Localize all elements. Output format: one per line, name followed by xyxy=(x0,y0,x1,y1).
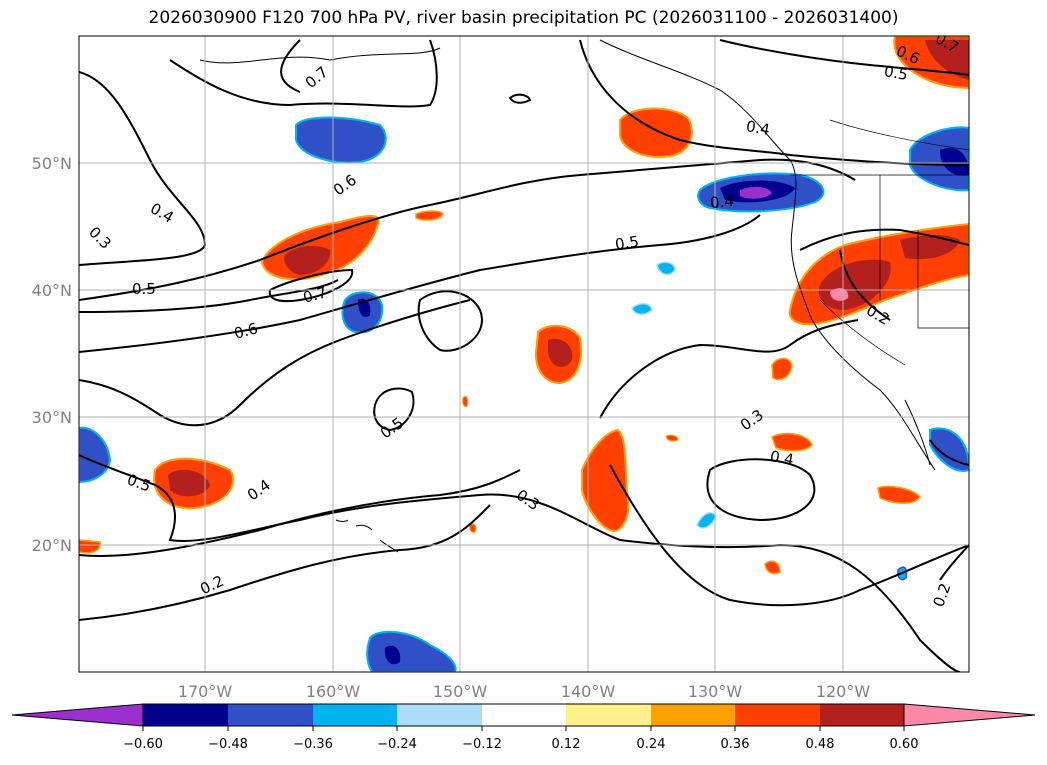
pv-contour xyxy=(579,39,969,166)
pv-contour xyxy=(79,299,471,427)
colorbar-tick-label: 0.24 xyxy=(637,737,666,752)
pv-contour-label: 0.2 xyxy=(197,572,226,598)
pv-contour xyxy=(79,454,961,672)
pv-contour-label: 0.2 xyxy=(929,581,954,610)
colorbar-ticks xyxy=(142,726,905,731)
lat-label: 50°N xyxy=(32,154,72,173)
pv-contour-label: 0.5 xyxy=(132,280,156,298)
colorbar-segment xyxy=(651,704,735,726)
lat-label: 30°N xyxy=(32,408,72,427)
colorbar-tick-label: −0.48 xyxy=(208,737,248,752)
precip-blob-negative xyxy=(79,426,112,484)
map-title: 2026030900 F120 700 hPa PV, river basin … xyxy=(148,8,899,28)
colorbar-segment xyxy=(143,704,228,726)
pv-contour-label: 0.5 xyxy=(614,232,640,253)
pv-contour xyxy=(508,93,532,104)
colorbar-segment xyxy=(820,704,904,726)
pv-contour xyxy=(799,228,969,251)
colorbar-tick-label: −0.12 xyxy=(462,737,502,752)
precip-blob-negative xyxy=(366,630,457,672)
colorbar-segment xyxy=(397,704,482,726)
pv-contour-label: 0.6 xyxy=(330,171,360,199)
colorbar-tick-label: −0.60 xyxy=(123,737,163,752)
lon-label: 140°W xyxy=(561,682,616,701)
plot-frame xyxy=(78,35,970,673)
pv-contour-label: 0.7 xyxy=(301,283,329,307)
precip-shading xyxy=(79,36,969,672)
latitude-labels: 50°N 40°N 30°N 20°N xyxy=(32,154,72,555)
colorbar-tick-label: 0.48 xyxy=(806,737,835,752)
colorbar-segment xyxy=(228,704,313,726)
pv-contour xyxy=(79,469,521,557)
graticule xyxy=(79,36,969,672)
lon-label: 160°W xyxy=(306,682,361,701)
lon-label: 130°W xyxy=(688,682,743,701)
pv-contour-label: 0.5 xyxy=(377,414,407,442)
colorbar-segment xyxy=(735,704,820,726)
pv-contour-label: 0.7 xyxy=(302,63,332,92)
pv-contour xyxy=(839,249,891,321)
colorbar-tick-label: 0.60 xyxy=(890,737,919,752)
pv-contour xyxy=(79,158,856,301)
pv-contour xyxy=(280,39,301,93)
lat-label: 20°N xyxy=(32,536,72,555)
pv-contour-label: 0.4 xyxy=(769,447,796,469)
coastlines xyxy=(199,39,969,553)
pv-contour xyxy=(79,214,761,353)
pv-contour xyxy=(929,439,969,466)
colorbar-segment xyxy=(313,704,397,726)
colorbar: −0.60 −0.48 −0.36 −0.24 −0.12 0.12 0.24 … xyxy=(11,703,1036,752)
pv-contour-label: 0.4 xyxy=(745,117,772,139)
colorbar-over-arrow xyxy=(903,703,1036,727)
colorbar-segment xyxy=(482,704,566,726)
pv-contour xyxy=(417,290,483,352)
lon-label: 120°W xyxy=(816,682,871,701)
pv-contour-label: 0.3 xyxy=(85,223,115,253)
colorbar-tick-label: −0.24 xyxy=(377,737,417,752)
pv-contour xyxy=(609,464,969,607)
colorbar-tick-label: −0.36 xyxy=(293,737,333,752)
pv-contour xyxy=(706,458,816,522)
pv-contour xyxy=(599,319,859,419)
colorbar-under-arrow xyxy=(11,703,144,727)
lon-label: 170°W xyxy=(178,682,233,701)
precip-blob-negative xyxy=(295,116,387,164)
lon-label: 150°W xyxy=(433,682,488,701)
pv-contours xyxy=(79,39,969,672)
pv-contour-label: 0.5 xyxy=(883,62,910,84)
pv-contour-label: 0.4 xyxy=(147,199,177,227)
colorbar-tick-label: 0.36 xyxy=(721,737,750,752)
pv-contour-label: 0.6 xyxy=(232,319,260,343)
pv-contour xyxy=(169,39,438,108)
pv-contour xyxy=(268,268,354,303)
pv-contour-label: 0.3 xyxy=(513,486,543,514)
pv-contour xyxy=(79,504,491,621)
longitude-labels: 170°W 160°W 150°W 140°W 130°W 120°W xyxy=(178,682,871,701)
pv-contour xyxy=(719,39,969,76)
pv-contour-label: 0.4 xyxy=(244,476,274,504)
lat-label: 40°N xyxy=(32,281,72,300)
precip-blob-positive xyxy=(581,428,630,532)
pv-contour-label: 0.3 xyxy=(737,406,767,434)
colorbar-tick-label: 0.12 xyxy=(552,737,581,752)
pv-contour xyxy=(79,71,207,266)
pv-contour-label: 0.5 xyxy=(125,470,154,495)
colorbar-segment xyxy=(566,704,651,726)
pv-contour-label: 0.4 xyxy=(709,192,734,212)
pv-contour xyxy=(939,544,969,581)
pv-contour xyxy=(79,279,339,313)
